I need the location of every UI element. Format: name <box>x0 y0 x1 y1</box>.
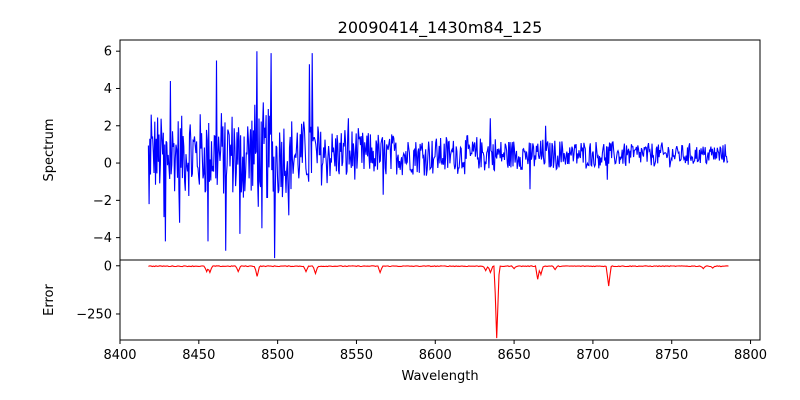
x-tick-label: 8800 <box>734 348 767 363</box>
spectrum-y-tick-label: −4 <box>93 231 112 246</box>
error-plot-area <box>120 260 760 340</box>
spectrum-y-axis: −4 −2 0 2 4 6 <box>93 45 120 246</box>
spectrum-series <box>147 51 729 259</box>
error-y-axis-label: Error <box>42 284 57 316</box>
spectrum-line <box>147 51 729 259</box>
error-panel: −250 0 Error <box>42 259 761 341</box>
error-line <box>148 265 729 339</box>
x-tick-label: 8700 <box>576 348 609 363</box>
x-tick-label: 8550 <box>340 348 373 363</box>
spectrum-panel: −4 −2 0 2 4 6 Spectrum <box>42 39 761 261</box>
x-tick-label: 8650 <box>498 348 531 363</box>
chart-title: 20090414_1430m84_125 <box>338 18 543 38</box>
error-y-tick-label: −250 <box>76 307 112 322</box>
x-tick-label: 8400 <box>103 348 136 363</box>
x-tick-label: 8600 <box>419 348 452 363</box>
spectrum-y-axis-label: Spectrum <box>42 119 57 182</box>
error-y-axis: −250 0 <box>76 259 120 322</box>
x-axis-label: Wavelength <box>401 369 478 384</box>
spectrum-y-tick-label: 6 <box>104 45 112 60</box>
x-axis: 8400 8450 8500 8550 8600 8650 8700 8750 8800 <box>103 340 767 363</box>
x-tick-label: 8500 <box>261 348 294 363</box>
spectrum-y-tick-label: 4 <box>104 82 112 97</box>
spectrum-y-tick-label: −2 <box>93 194 112 209</box>
x-tick-label: 8750 <box>655 348 688 363</box>
x-tick-label: 8450 <box>182 348 215 363</box>
spectrum-y-tick-label: 0 <box>104 157 112 172</box>
error-axes-frame <box>119 259 761 341</box>
spectrum-y-tick-label: 2 <box>104 119 112 134</box>
error-series <box>148 265 729 339</box>
error-y-tick-label: 0 <box>104 259 112 274</box>
